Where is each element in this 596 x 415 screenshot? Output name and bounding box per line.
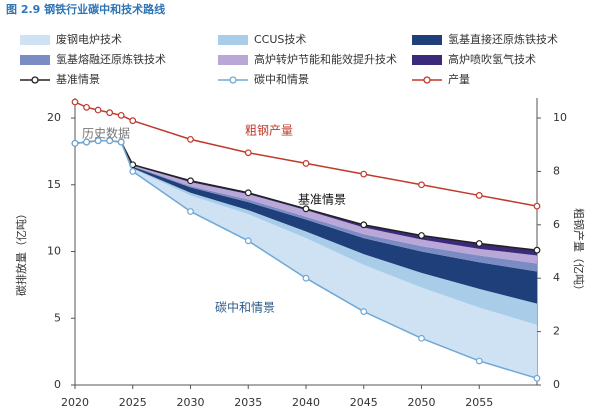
y2-tick-label: 8 [553,164,560,177]
line-marker [106,137,114,145]
line-marker [117,138,125,146]
legend-label: 氢基直接还原炼铁技术 [448,32,558,46]
line-marker [117,111,125,119]
line-marker [360,170,368,178]
line-marker [129,117,137,125]
line-marker [71,98,79,106]
line-marker [533,246,541,254]
legend-label: CCUS技术 [254,33,306,46]
line [74,101,538,207]
x-tick-label: 2050 [408,396,436,409]
line-marker [83,138,90,146]
chart-title: 图 2.9 钢铁行业碳中和技术路线 [6,2,165,16]
x-tick-label: 2035 [234,396,262,409]
annotation: 碳中和情景 [215,300,275,315]
line-marker [71,139,79,147]
line-marker [475,357,483,365]
x-tick-label: 2055 [465,396,493,409]
line-marker [187,208,194,215]
line-marker [244,189,252,197]
line-marker [418,181,425,189]
line-marker [360,308,368,315]
stacked-area [121,142,537,304]
legend-marker [31,76,39,84]
line-marker [244,149,252,157]
line-marker [475,240,483,247]
line-marker [533,374,541,382]
y2-tick-label: 6 [553,218,560,231]
line-marker [244,237,252,245]
line-marker [302,205,310,213]
legend-swatch [412,55,442,65]
line-marker [129,168,137,175]
annotation: 历史数据 [82,126,130,141]
stacked-area [121,142,537,272]
line-marker [187,135,194,143]
legend-label: 高炉转炉节能和能效提升技术 [254,52,397,66]
legend-swatch [412,35,442,45]
line-marker [418,232,425,239]
stacked-area [121,142,537,379]
legend-swatch [218,55,248,65]
line-marker [94,137,102,145]
x-tick-label: 2020 [61,396,89,409]
legend-swatch [20,55,50,65]
legend-label: 产量 [448,72,470,86]
y2-tick-label: 2 [553,325,560,338]
annotation: 粗钢产量 [245,124,293,138]
line-marker [83,103,90,111]
line-marker [187,177,194,185]
legend-swatch [218,35,248,45]
y2-tick-label: 10 [553,111,567,124]
legend-label: 氢基熔融还原炼铁技术 [56,52,166,66]
annotation: 基准情景 [298,193,346,207]
legend-label: 废钢电炉技术 [56,32,122,46]
line-marker [533,202,541,210]
y2-tick-label: 0 [553,378,560,391]
legend-swatch [20,35,50,45]
x-tick-label: 2025 [119,396,147,409]
y-tick-label: 20 [47,111,61,124]
y-tick-label: 15 [47,178,61,191]
line-marker [106,109,114,117]
y2-tick-label: 4 [553,271,560,284]
y-tick-label: 5 [54,311,61,324]
stacked-area [121,142,537,264]
legend-label: 高炉喷吹氢气技术 [448,52,536,66]
line-marker [360,221,368,229]
legend-label: 碳中和情景 [254,72,309,86]
line-marker [475,192,483,199]
y-tick-label: 10 [47,245,61,258]
legend-marker [423,76,431,84]
y-axis-label: 碳排放量（亿吨） [14,208,28,296]
x-tick-label: 2040 [292,396,320,409]
y-tick-label: 0 [54,378,61,391]
x-tick-label: 2030 [177,396,205,409]
legend-label: 基准情景 [56,73,100,86]
line-marker [418,334,425,342]
line-marker [302,160,310,167]
x-tick-label: 2045 [350,396,378,409]
line-marker [94,106,102,114]
y2-axis-label: 粗钢产量（亿吨） [572,208,586,296]
line-marker [302,274,310,282]
stacked-area [121,142,537,325]
legend-marker [229,76,237,84]
